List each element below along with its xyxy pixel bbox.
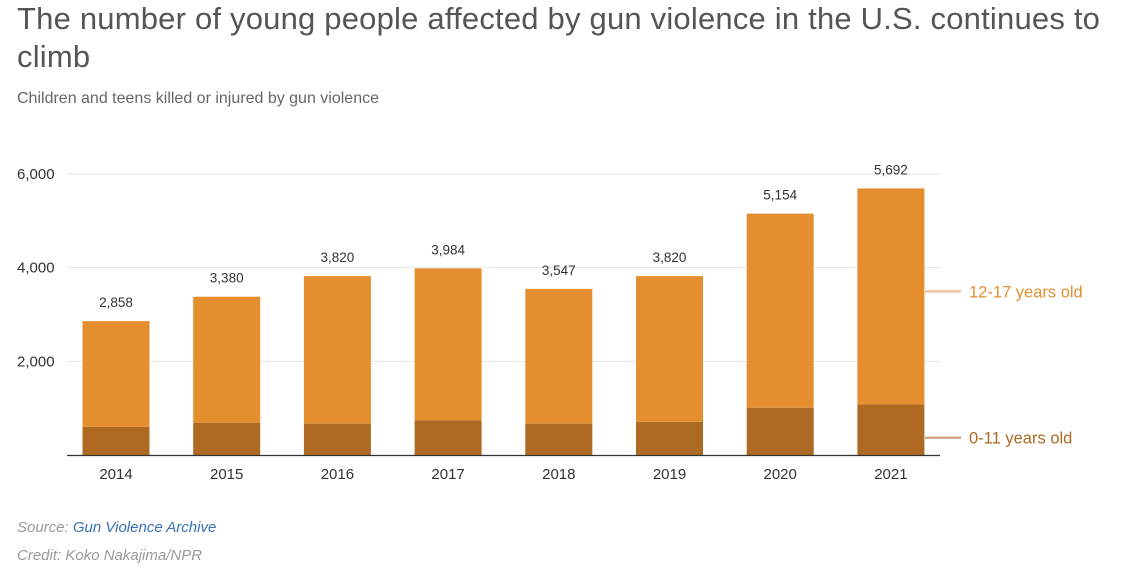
bar-segment-0-11 [303,423,371,455]
x-axis-ticks: 2014 2015 2016 2017 2018 2019 2020 2021 [99,466,907,483]
bar-total-label: 3,380 [210,271,244,286]
x-tick-label: 2014 [99,466,132,483]
y-tick-label: 4,000 [17,260,55,277]
legend: 12-17 years old 0-11 years old [925,283,1083,448]
bar-segment-0-11 [82,426,150,455]
legend-item-0-11: 0-11 years old [969,430,1072,448]
bar-segment-12-17 [414,268,482,421]
bar-segment-0-11 [857,404,925,455]
x-tick-label: 2019 [653,466,686,483]
bar-segment-0-11 [193,422,261,455]
chart-subtitle: Children and teens killed or injured by … [17,90,379,107]
y-tick-label: 2,000 [17,353,55,370]
bar-total-label: 3,547 [542,263,576,278]
bar-segment-12-17 [525,288,593,424]
y-axis-ticks: 2,000 4,000 6,000 [17,166,55,370]
bar-segment-0-11 [746,407,814,455]
bar-segment-12-17 [746,213,814,408]
source-note: Source: Gun Violence Archive [17,519,216,536]
credit-note: Credit: Koko Nakajima/NPR [17,547,203,564]
bar-total-label: 2,858 [99,295,133,310]
x-tick-label: 2018 [542,466,575,483]
bar-total-label: 5,692 [874,162,908,177]
bar-segment-12-17 [636,276,703,422]
bar-segment-12-17 [82,321,150,427]
bar-total-label: 3,820 [653,250,687,265]
bar-segment-0-11 [525,423,593,455]
x-tick-label: 2017 [431,466,464,483]
stacked-bar-chart: 2,000 4,000 6,000 2,858 3,380 3,820 3,984 3,54… [17,162,1083,483]
bar-segment-12-17 [193,296,261,423]
bar-segment-0-11 [414,420,482,455]
x-tick-label: 2020 [764,466,797,483]
x-tick-label: 2015 [210,466,243,483]
legend-item-12-17: 12-17 years old [969,283,1083,301]
bar-total-label: 3,820 [321,250,355,265]
y-tick-label: 6,000 [17,166,55,183]
source-link[interactable]: Gun Violence Archive [72,519,217,536]
source-label: Source: [17,519,69,536]
bar-segment-0-11 [636,421,703,455]
bar-total-label: 5,154 [763,188,797,203]
total-labels: 2,858 3,380 3,820 3,984 3,547 3,820 5,154 5,692 [99,162,908,310]
x-tick-label: 2021 [874,466,907,483]
bars [82,188,925,455]
bar-segment-12-17 [303,276,371,424]
x-tick-label: 2016 [321,466,354,483]
bar-segment-12-17 [857,188,925,405]
chart-title: The number of young people affected by g… [17,1,1101,74]
bar-total-label: 3,984 [431,242,465,257]
